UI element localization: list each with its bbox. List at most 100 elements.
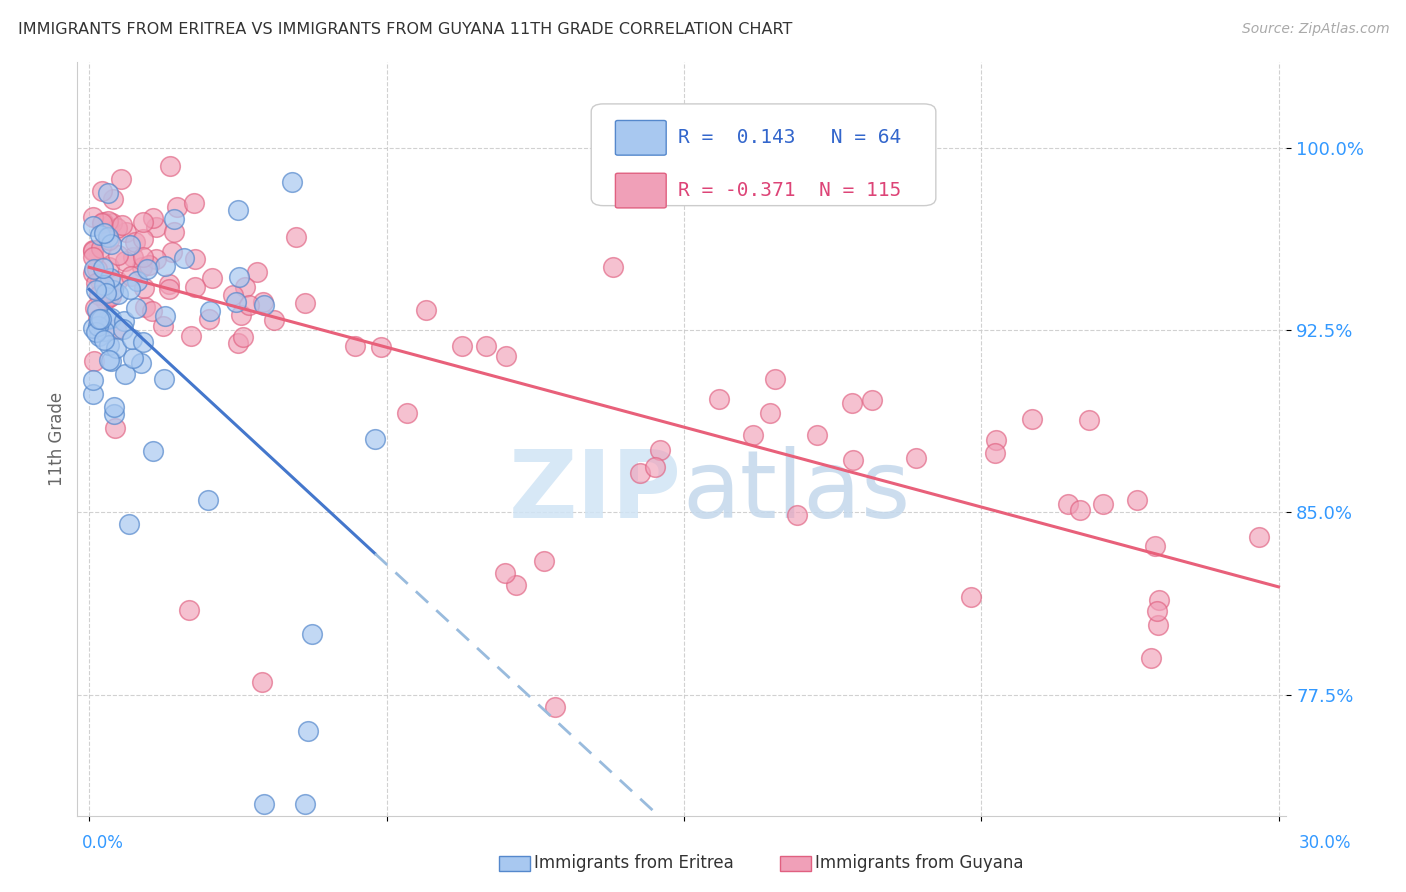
- Point: [179, 602, 201, 616]
- Point: [806, 428, 828, 442]
- Point: [105, 341, 128, 355]
- Point: [89, 228, 111, 243]
- Point: [104, 420, 127, 434]
- Point: [112, 322, 135, 336]
- Point: [129, 356, 152, 370]
- Point: [841, 453, 863, 467]
- Point: [90, 241, 112, 255]
- Y-axis label: 11th Grade: 11th Grade: [48, 392, 66, 486]
- Point: [84, 277, 107, 291]
- Point: [1247, 530, 1270, 544]
- Point: [131, 334, 153, 349]
- Point: [82, 219, 104, 233]
- FancyBboxPatch shape: [616, 120, 666, 155]
- Point: [238, 298, 260, 312]
- Point: [101, 284, 124, 298]
- Point: [91, 261, 114, 276]
- Point: [82, 386, 104, 401]
- Point: [155, 310, 177, 324]
- Text: 30.0%: 30.0%: [1298, 834, 1351, 852]
- Point: [173, 251, 195, 265]
- Point: [294, 797, 316, 811]
- Point: [141, 304, 163, 318]
- Point: [650, 443, 672, 458]
- Point: [100, 289, 122, 303]
- Point: [226, 202, 249, 217]
- Text: R = -0.371  N = 115: R = -0.371 N = 115: [678, 181, 901, 200]
- Point: [152, 319, 174, 334]
- Point: [184, 252, 207, 266]
- FancyBboxPatch shape: [616, 173, 666, 208]
- Point: [97, 229, 120, 244]
- Point: [707, 392, 730, 406]
- Point: [364, 432, 387, 446]
- Point: [160, 244, 183, 259]
- Point: [263, 312, 285, 326]
- Point: [250, 675, 273, 690]
- Point: [294, 296, 316, 310]
- Point: [183, 196, 205, 211]
- Point: [741, 427, 763, 442]
- Point: [763, 372, 786, 386]
- Point: [100, 236, 122, 251]
- Point: [86, 325, 108, 339]
- Point: [1125, 493, 1147, 508]
- Point: [1091, 497, 1114, 511]
- Text: Source: ZipAtlas.com: Source: ZipAtlas.com: [1241, 22, 1389, 37]
- Point: [252, 298, 274, 312]
- Point: [98, 233, 121, 247]
- Point: [475, 339, 498, 353]
- Point: [114, 367, 136, 381]
- Point: [370, 340, 392, 354]
- Point: [82, 373, 104, 387]
- Point: [201, 271, 224, 285]
- Point: [1140, 651, 1163, 665]
- Point: [97, 214, 120, 228]
- Point: [107, 274, 129, 288]
- Text: 0.0%: 0.0%: [82, 834, 124, 852]
- Point: [93, 333, 115, 347]
- Point: [222, 288, 245, 302]
- Point: [131, 260, 153, 274]
- Point: [145, 220, 167, 235]
- Point: [281, 175, 304, 189]
- Point: [94, 285, 117, 299]
- Point: [344, 339, 367, 353]
- Text: Immigrants from Eritrea: Immigrants from Eritrea: [534, 855, 734, 872]
- Point: [495, 349, 517, 363]
- Point: [960, 591, 983, 605]
- Point: [94, 287, 117, 301]
- Point: [544, 699, 567, 714]
- Point: [97, 260, 120, 275]
- Point: [1143, 540, 1166, 554]
- Point: [100, 311, 122, 326]
- Point: [97, 186, 120, 200]
- Point: [1057, 497, 1080, 511]
- Point: [253, 797, 276, 811]
- Point: [138, 258, 160, 272]
- Point: [198, 312, 221, 326]
- Point: [180, 328, 202, 343]
- Point: [132, 250, 155, 264]
- Point: [90, 216, 112, 230]
- Point: [82, 210, 104, 224]
- Point: [91, 215, 114, 229]
- Point: [87, 311, 110, 326]
- Point: [786, 508, 808, 522]
- Point: [107, 248, 129, 262]
- Point: [1147, 593, 1170, 607]
- Point: [86, 319, 108, 334]
- Point: [183, 280, 205, 294]
- Point: [1078, 413, 1101, 427]
- Point: [97, 291, 120, 305]
- Point: [163, 212, 186, 227]
- Point: [984, 433, 1007, 447]
- Point: [145, 252, 167, 266]
- Point: [98, 338, 121, 352]
- Point: [98, 270, 121, 285]
- Point: [233, 280, 256, 294]
- Point: [89, 274, 111, 288]
- Point: [100, 353, 122, 368]
- Point: [628, 466, 651, 480]
- Point: [225, 294, 247, 309]
